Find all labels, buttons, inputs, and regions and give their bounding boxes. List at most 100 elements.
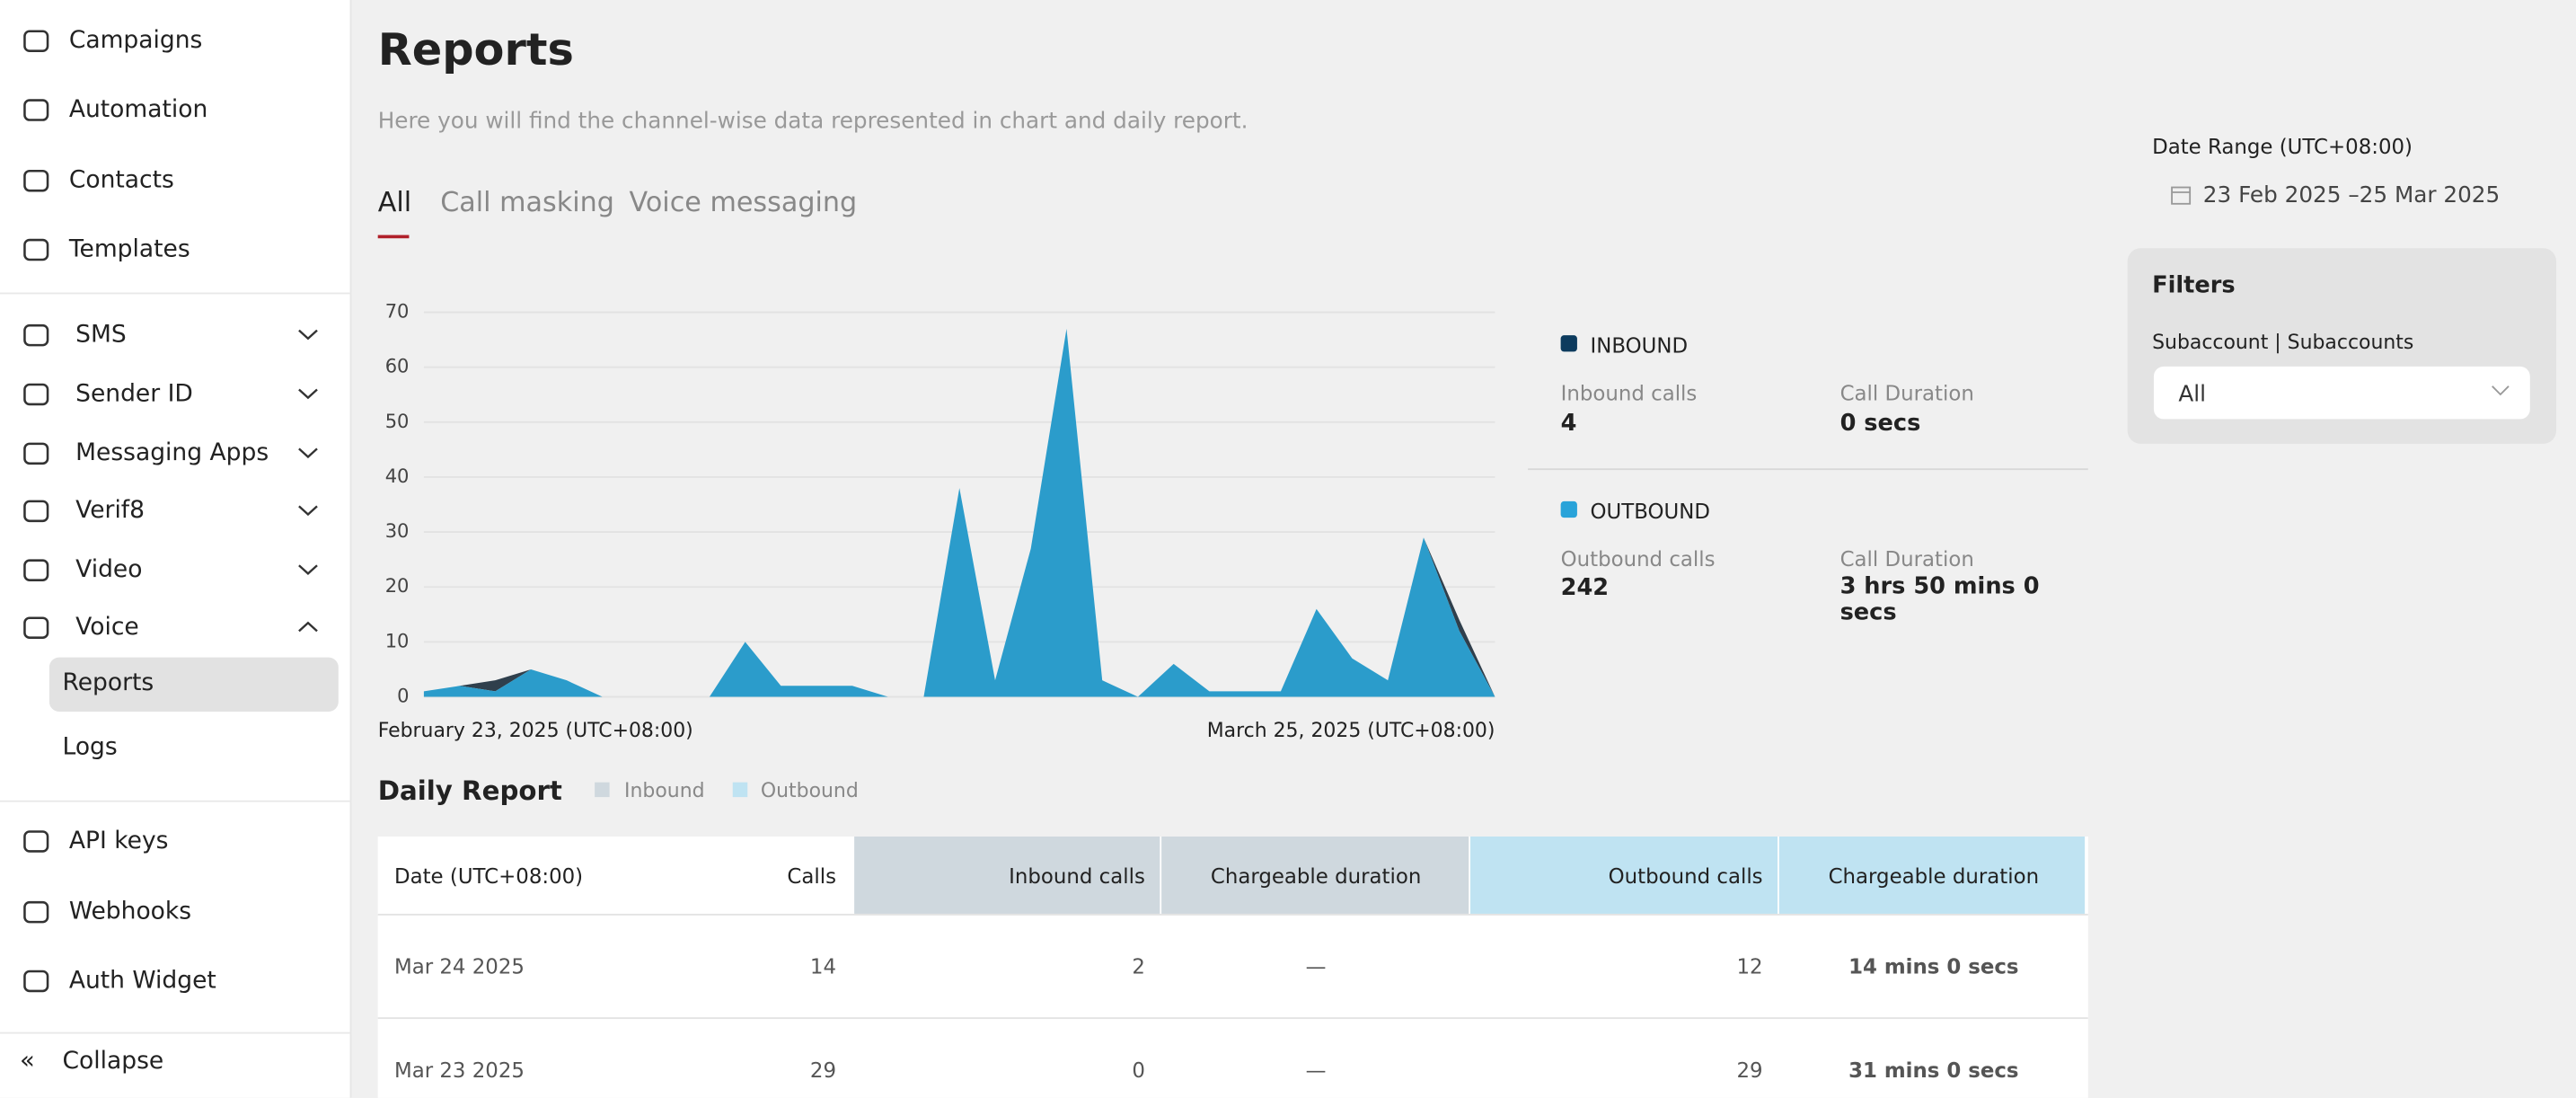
area — [423, 328, 1495, 697]
menu-item[interactable]: Auth Widget — [68, 968, 216, 995]
chevron — [298, 329, 318, 341]
table-cell: 31 mins 0 secs — [1848, 1058, 2019, 1083]
page-subtitle: Here you will find the channel-wise data… — [377, 108, 1248, 135]
menu-icon — [23, 970, 49, 993]
active-item-bg — [49, 657, 339, 712]
table-cell: — — [1305, 1058, 1327, 1083]
header-cell-bg — [1161, 837, 1471, 914]
table-cell: Mar 23 2025 — [393, 1058, 525, 1083]
legend-swatch — [732, 782, 748, 798]
select-chevron — [2492, 385, 2510, 396]
table-cell: 0 — [1132, 1058, 1145, 1083]
y-tick-label: 70 — [385, 300, 410, 323]
subaccount-label: Subaccount | Subaccounts — [2152, 330, 2414, 354]
menu-item[interactable]: Templates — [68, 236, 190, 263]
y-tick-label: 10 — [385, 629, 410, 651]
date-range[interactable]: 23 Feb 2025 –25 Mar 2025 — [2202, 182, 2501, 209]
legend-swatch — [595, 782, 610, 798]
outbound-calls: 242 — [1560, 575, 1610, 602]
chevron — [298, 447, 318, 459]
menu-item[interactable]: Messaging Apps — [75, 440, 269, 467]
menu-item[interactable]: Video — [75, 557, 143, 584]
menu-item[interactable]: Contacts — [68, 167, 174, 194]
column-header: Inbound calls — [1009, 863, 1145, 889]
submenu-item[interactable]: Reports — [62, 670, 154, 697]
chevron — [298, 388, 318, 400]
menu-item[interactable]: API keys — [68, 828, 169, 855]
column-header: Chargeable duration — [1828, 863, 2040, 889]
y-tick-label: 30 — [385, 519, 410, 542]
header-cell-bg — [854, 837, 1162, 914]
x-tick-label: February 23, 2025 (UTC+08:00) — [378, 720, 693, 742]
menu-icon — [23, 616, 49, 639]
daily-report-title: Daily Report — [377, 775, 562, 807]
calendar-icon — [2171, 186, 2192, 205]
tab[interactable]: Voice messaging — [629, 186, 858, 218]
inbound-calls-label: Inbound calls — [1560, 380, 1698, 405]
column-header: Outbound calls — [1608, 863, 1763, 889]
collapse-button[interactable]: Collapse — [62, 1048, 164, 1076]
chart: 0 10 20 30 40 50 60 70 February 23, 2025 (UTC+08… — [378, 300, 1495, 742]
menu-item[interactable]: Automation — [68, 96, 208, 124]
outbound-swatch — [1560, 500, 1577, 518]
menu-icon — [23, 238, 49, 261]
submenu-item[interactable]: Logs — [62, 734, 118, 761]
subaccount-select[interactable] — [2153, 366, 2530, 420]
tab[interactable]: All — [377, 186, 412, 218]
divider — [0, 1032, 350, 1034]
inbound-duration: 0 secs — [1839, 411, 1921, 438]
outbound-calls-label: Outbound calls — [1560, 546, 1716, 571]
header-cell-bg — [1778, 837, 2086, 914]
table-cell: Mar 24 2025 — [393, 953, 525, 979]
inbound-duration-label: Call Duration — [1839, 380, 1974, 405]
table-row — [377, 1017, 2088, 1098]
outbound-label: OUTBOUND — [1590, 499, 1710, 524]
inbound-calls: 4 — [1560, 411, 1577, 438]
chevron — [298, 564, 318, 575]
collapse-icon: « — [19, 1045, 35, 1076]
y-tick-label: 0 — [397, 685, 409, 707]
y-tick-label: 50 — [385, 410, 410, 432]
menu-icon — [23, 99, 49, 121]
sidebar: Campaigns Automation Contacts Templates SMS S… — [0, 0, 352, 1098]
chevron — [298, 621, 318, 633]
table-cell: 14 mins 0 secs — [1848, 953, 2019, 979]
menu-icon — [23, 559, 49, 581]
divider — [1528, 468, 2088, 471]
legend-label: Inbound — [624, 778, 705, 802]
menu-item[interactable]: Voice — [75, 615, 139, 642]
y-tick-label: 60 — [385, 355, 410, 377]
table-row — [377, 913, 2088, 1020]
outbound-duration: 3 hrs 50 mins 0 secs — [1839, 573, 2040, 626]
menu-icon — [23, 169, 49, 192]
inbound-swatch — [1560, 335, 1577, 352]
table-cell: 29 — [1736, 1058, 1763, 1083]
table-cell: 29 — [809, 1058, 837, 1083]
menu-item[interactable]: Verif8 — [75, 498, 146, 525]
divider — [0, 800, 350, 802]
table-cell: — — [1305, 953, 1327, 979]
page-title: Reports — [377, 25, 574, 77]
table-cell: 2 — [1132, 953, 1145, 979]
column-header: Chargeable duration — [1210, 863, 1422, 889]
divider — [0, 292, 350, 295]
outbound-duration-label: Call Duration — [1839, 546, 1974, 571]
menu-item[interactable]: SMS — [75, 322, 127, 349]
inbound-label: INBOUND — [1590, 332, 1689, 358]
menu-icon — [23, 30, 49, 52]
y-tick-label: 20 — [385, 574, 410, 597]
menu-icon — [23, 442, 49, 465]
subaccount-value: All — [2178, 381, 2206, 408]
menu-item[interactable]: Campaigns — [68, 28, 203, 55]
table-cell: 14 — [809, 953, 837, 979]
filters-title: Filters — [2152, 272, 2236, 299]
menu-item[interactable]: Sender ID — [75, 381, 193, 408]
chevron — [298, 505, 318, 517]
menu-icon — [23, 323, 49, 347]
menu-icon — [23, 500, 49, 523]
legend-label: Outbound — [760, 778, 859, 802]
tab-underline — [377, 235, 410, 239]
tab[interactable]: Call masking — [440, 186, 614, 218]
menu-item[interactable]: Webhooks — [68, 899, 192, 925]
